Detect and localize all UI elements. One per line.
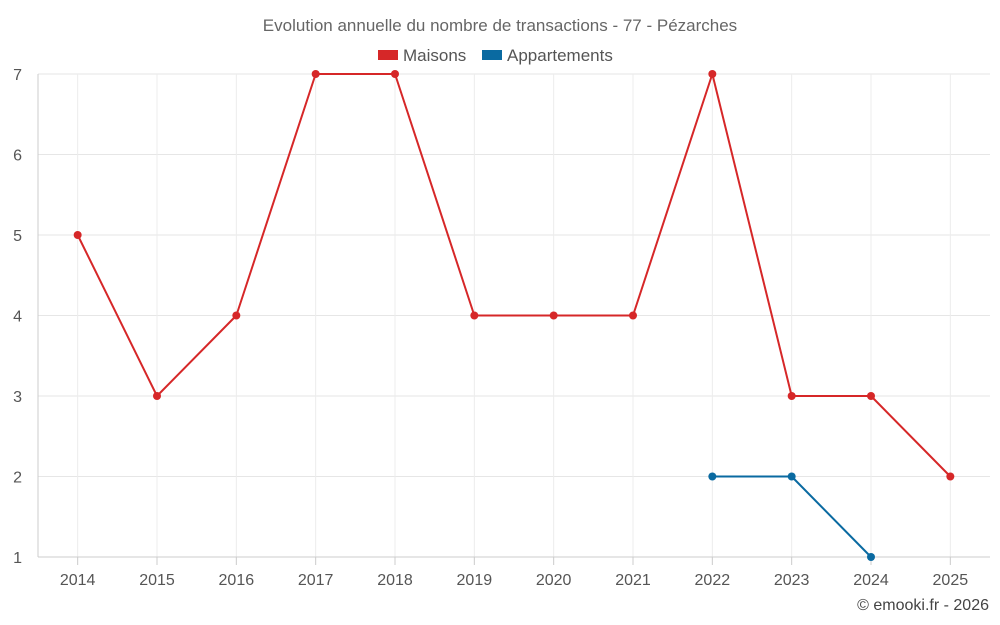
series-line-maisons: [76, 73, 952, 478]
legend: Maisons Appartements: [378, 46, 613, 65]
x-tick-label: 2018: [377, 572, 413, 589]
data-point-maisons[interactable]: [153, 392, 161, 400]
x-tick-label: 2014: [60, 572, 96, 589]
data-point-appartements[interactable]: [787, 472, 796, 481]
legend-label-maisons[interactable]: Maisons: [403, 46, 466, 65]
data-point-maisons[interactable]: [629, 311, 637, 320]
x-tick-label: 2020: [536, 572, 572, 589]
data-point-maisons[interactable]: [470, 311, 479, 320]
data-point-maisons[interactable]: [232, 311, 241, 320]
y-tick-label: 2: [13, 470, 22, 487]
data-point-appartements[interactable]: [867, 553, 875, 561]
y-tick-label: 1: [13, 550, 22, 567]
x-tick-label: 2015: [139, 572, 175, 589]
y-tick-label: 5: [13, 228, 22, 245]
credit-text: © emooki.fr - 2026: [857, 597, 989, 614]
y-tick-label: 7: [13, 67, 22, 84]
data-point-maisons[interactable]: [73, 231, 82, 239]
data-point-maisons[interactable]: [708, 70, 717, 78]
data-point-maisons[interactable]: [787, 392, 796, 400]
y-tick-label: 4: [13, 309, 22, 326]
y-axis: 1 2 3 4 5 6 7: [13, 67, 39, 567]
legend-label-appartements[interactable]: Appartements: [507, 46, 613, 65]
data-point-maisons[interactable]: [867, 392, 875, 400]
legend-swatch-appartements: [482, 50, 502, 60]
series-group: [73, 70, 955, 561]
x-tick-label: 2017: [298, 572, 334, 589]
legend-swatch-maisons: [378, 50, 398, 60]
x-tick-label: 2022: [695, 572, 731, 589]
x-tick-label: 2019: [457, 572, 493, 589]
x-tick-label: 2025: [933, 572, 969, 589]
x-axis: 2014 2015 2016 2017 2018 2019 2020 2021 2022 2023…: [38, 556, 990, 589]
data-point-appartements[interactable]: [708, 472, 717, 481]
data-point-maisons[interactable]: [391, 70, 399, 78]
y-tick-label: 6: [13, 148, 22, 165]
x-tick-label: 2021: [615, 572, 651, 589]
y-tick-label: 3: [13, 389, 22, 406]
x-tick-label: 2024: [853, 572, 889, 589]
data-point-maisons[interactable]: [946, 472, 955, 481]
x-tick-label: 2016: [219, 572, 255, 589]
data-point-maisons[interactable]: [549, 311, 558, 320]
data-point-maisons[interactable]: [311, 70, 320, 78]
chart-title: Evolution annuelle du nombre de transact…: [263, 16, 737, 35]
x-tick-label: 2023: [774, 572, 810, 589]
